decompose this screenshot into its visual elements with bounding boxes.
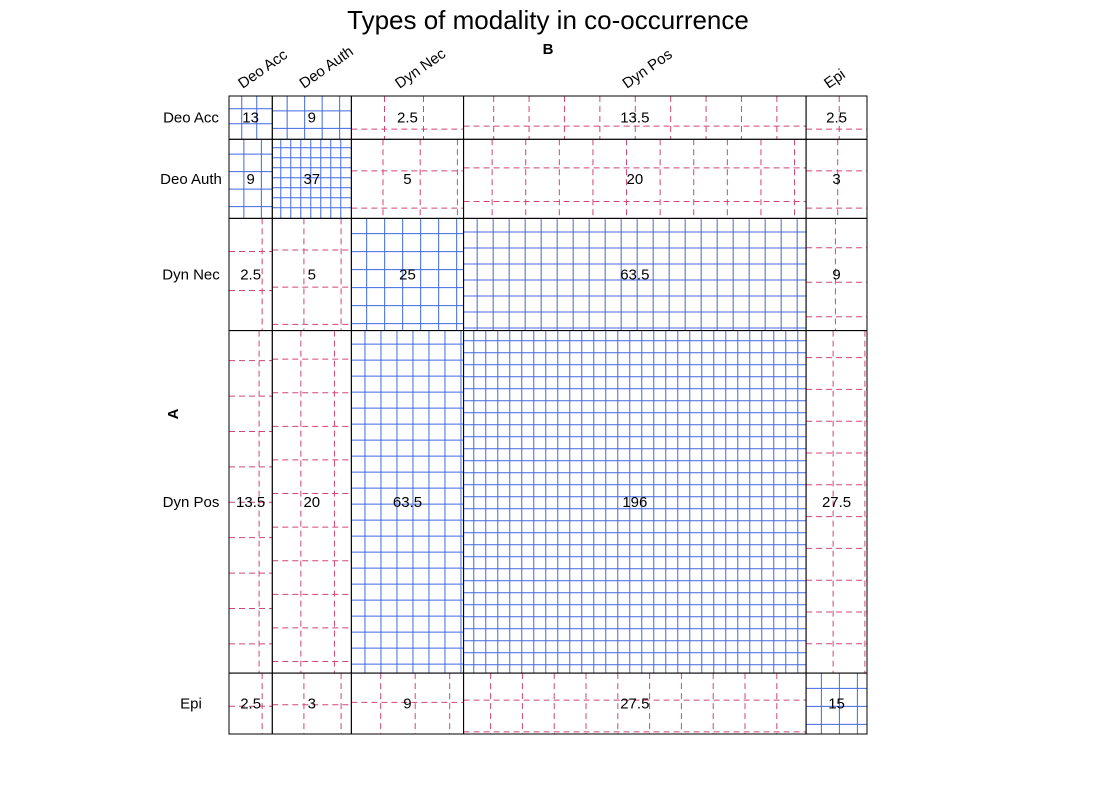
cell-shading [229, 139, 273, 219]
cell-shading [272, 330, 352, 674]
cell-value-label: 9 [308, 110, 316, 127]
cell-shading [272, 673, 352, 734]
cell-value-label: 63.5 [620, 266, 649, 283]
cell-value-label: 2.5 [397, 110, 418, 127]
cell-shading [272, 96, 352, 140]
cell-dyn-pos-dyn-nec [350, 330, 465, 674]
mosaic-cells [228, 95, 868, 735]
cell-value-label: 27.5 [822, 494, 851, 511]
cell-shading [351, 96, 464, 140]
cell-value-label: 13.5 [620, 110, 649, 127]
cell-value-label: 9 [832, 266, 840, 283]
cell-shading [806, 673, 867, 734]
cell-shading [463, 218, 807, 331]
col-label-epi: Epi [821, 66, 849, 92]
cell-value-label: 37 [303, 171, 320, 188]
row-label-dyn-pos: Dyn Pos [163, 494, 220, 511]
cell-deo-auth-epi [805, 138, 868, 219]
row-label-dyn-nec: Dyn Nec [162, 266, 220, 283]
chart-title: Types of modality in co-occurrence [347, 5, 749, 35]
col-label-dyn-pos: Dyn Pos [619, 46, 675, 92]
cell-value-label: 13.5 [236, 494, 265, 511]
row-label-epi: Epi [180, 696, 202, 713]
cell-shading [229, 673, 273, 734]
cell-value-label: 2.5 [240, 266, 261, 283]
cell-deo-auth-deo-acc [228, 138, 273, 219]
cell-value-label: 25 [399, 266, 416, 283]
cell-value-label: 63.5 [393, 494, 422, 511]
cell-value-label: 20 [303, 494, 320, 511]
cell-value-label: 27.5 [620, 696, 649, 713]
cell-value-label: 9 [403, 696, 411, 713]
col-label-deo-auth: Deo Auth [296, 43, 356, 92]
cell-deo-auth-dyn-pos [463, 138, 807, 219]
row-axis-title: A [165, 408, 182, 419]
cell-shading [272, 218, 352, 331]
cell-dyn-pos-dyn-pos [463, 330, 807, 674]
mosaic-labels: 13 9 2.5 13.5 2.5 9 37 5 20 3 2.5 5 25 63.5 9 13.5 20 63.… [160, 43, 851, 713]
row-label-deo-auth: Deo Auth [160, 171, 222, 188]
cell-dyn-pos-epi [805, 330, 868, 674]
cell-value-label: 3 [308, 696, 316, 713]
cell-dyn-nec-dyn-nec [350, 217, 465, 332]
row-label-deo-acc: Deo Acc [163, 110, 219, 127]
col-axis-title: B [543, 41, 554, 58]
cell-shading [806, 139, 867, 219]
cell-shading [463, 673, 807, 734]
cell-shading [351, 139, 464, 219]
cell-shading [463, 139, 807, 219]
cell-shading [806, 96, 867, 140]
cell-shading [229, 96, 273, 140]
cell-value-label: 3 [832, 171, 840, 188]
cell-shading [351, 330, 464, 674]
cell-shading [351, 673, 464, 734]
cell-shading [463, 330, 807, 674]
cell-shading [351, 218, 464, 331]
cell-dyn-nec-dyn-pos [463, 217, 807, 332]
cell-value-label: 2.5 [240, 696, 261, 713]
cell-value-label: 15 [828, 696, 845, 713]
cell-shading [229, 218, 273, 331]
cell-value-label: 5 [308, 266, 316, 283]
cell-value-label: 9 [246, 171, 254, 188]
cell-shading [463, 96, 807, 140]
cell-value-label: 5 [403, 171, 411, 188]
cell-shading [229, 330, 273, 674]
cell-epi-epi [805, 672, 868, 735]
cell-value-label: 196 [622, 494, 647, 511]
cell-shading [806, 330, 867, 674]
cell-border [805, 672, 868, 735]
cell-shading [272, 139, 352, 219]
cell-value-label: 2.5 [826, 110, 847, 127]
cell-value-label: 20 [626, 171, 643, 188]
col-label-dyn-nec: Dyn Nec [392, 45, 449, 92]
cell-shading [806, 218, 867, 331]
cell-value-label: 13 [242, 110, 259, 127]
col-label-deo-acc: Deo Acc [235, 46, 291, 92]
